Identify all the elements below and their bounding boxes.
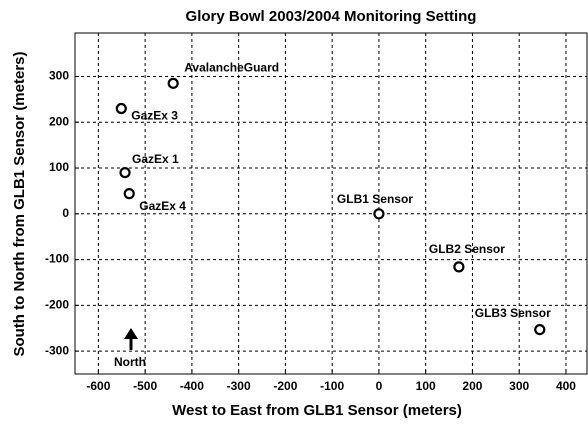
point-label: AvalancheGuard (184, 61, 279, 75)
point (115, 102, 127, 115)
y-tick-label: 300 (49, 69, 69, 83)
point-label: GazEx 4 (139, 199, 186, 213)
point-label: GazEx 3 (131, 109, 178, 123)
point-label: GLB2 Sensor (429, 242, 505, 256)
point-label: GazEx 1 (132, 152, 179, 166)
point (373, 208, 385, 220)
y-tick-label: -300 (45, 343, 69, 357)
point-label: GLB1 Sensor (337, 192, 413, 206)
y-axis-label: South to North from GLB1 Sensor (meters) (11, 51, 28, 356)
x-tick-label: -500 (133, 379, 157, 393)
x-tick-label: 200 (462, 379, 482, 393)
point (123, 188, 135, 200)
y-tick-label: -100 (45, 252, 69, 266)
point-label: GLB3 Sensor (475, 306, 551, 320)
x-tick-label: 400 (556, 379, 576, 393)
y-tick-label: 200 (49, 114, 69, 128)
plot-frame (74, 32, 588, 375)
point (534, 324, 546, 336)
y-tick-label: 0 (62, 206, 69, 220)
x-tick-label: -400 (180, 379, 204, 393)
y-tick-label: -200 (45, 298, 69, 312)
annotation: North (114, 355, 146, 369)
x-tick-label: -300 (227, 379, 251, 393)
point (453, 261, 465, 273)
chart-title: Glory Bowl 2003/2004 Monitoring Setting (186, 8, 477, 25)
x-tick-label: 100 (416, 379, 436, 393)
x-tick-label: 0 (376, 379, 383, 393)
point (119, 167, 131, 179)
north-arrow-head (124, 328, 138, 339)
y-tick-label: 100 (49, 160, 69, 174)
x-tick-label: -600 (86, 379, 110, 393)
x-tick-label: 300 (509, 379, 529, 393)
x-tick-label: -100 (320, 379, 344, 393)
x-tick-label: -200 (273, 379, 297, 393)
x-axis-label: West to East from GLB1 Sensor (meters) (172, 402, 462, 419)
point (167, 77, 179, 89)
